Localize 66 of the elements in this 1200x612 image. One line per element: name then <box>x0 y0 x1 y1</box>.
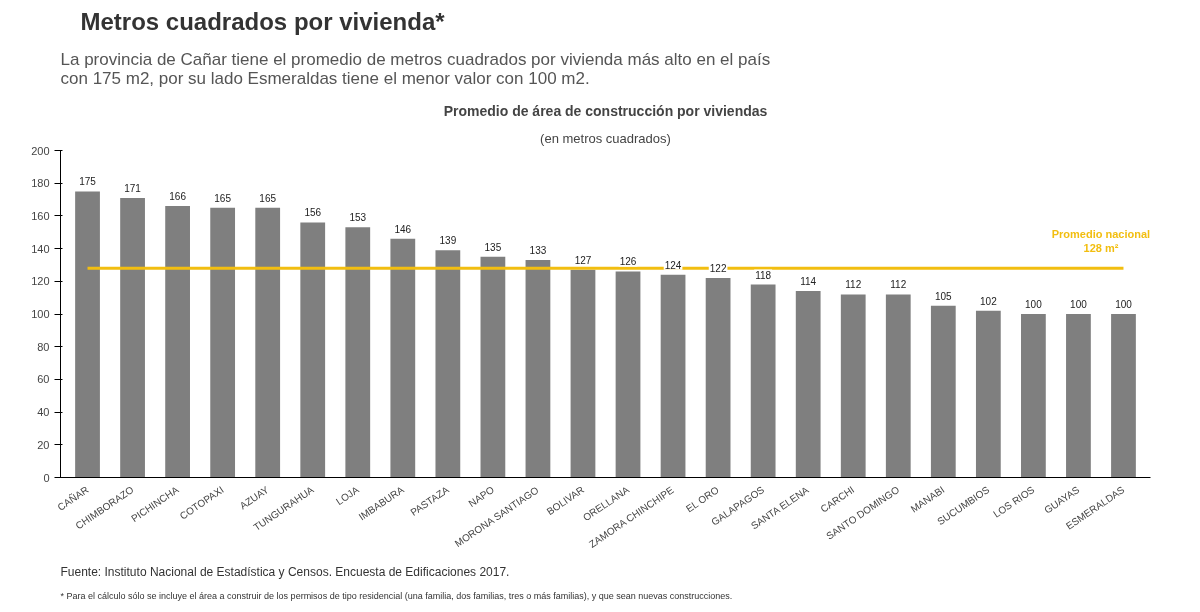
bar <box>840 294 866 478</box>
y-tick-label: 160 <box>31 209 50 222</box>
y-tick-label: 20 <box>37 438 50 451</box>
bar <box>480 256 506 478</box>
bar <box>975 310 1001 478</box>
text: * Para el cálculo sólo se incluye el área a construir de los permisos de tipo residencial (una familia, dos familias, tres o más familias), y que sean nuevas construcciones. <box>60 590 733 601</box>
bar <box>75 191 100 478</box>
data-label: 122 <box>709 263 727 275</box>
y-tick-label: 100 <box>31 308 50 320</box>
data-label: 126 <box>619 256 637 268</box>
data-label: 112 <box>890 279 907 291</box>
bar <box>1111 314 1136 478</box>
data-label: 166 <box>169 191 187 203</box>
bar <box>345 227 371 478</box>
data-label: 118 <box>755 269 772 281</box>
data-label: 105 <box>934 290 953 302</box>
chart-subtitle: La provincia de Cañar tiene el promedio de metros cuadrados por vivienda más alto en el país con 175 m2, por su lado Esmeraldas tiene el menor valor con 100 m2. <box>60 49 771 88</box>
data-label: 153 <box>349 212 367 224</box>
y-tick-label: 120 <box>31 275 50 288</box>
data-label: 146 <box>394 223 412 235</box>
data-label: 165 <box>259 192 277 204</box>
y-tick-label: 200 <box>31 144 50 157</box>
source-note: Fuente: Instituto Nacional de Estadística y Censos. Encuesta de Edificaciones 2017. <box>60 564 510 579</box>
bar <box>120 197 145 478</box>
data-label: 112 <box>845 279 862 291</box>
data-label: 175 <box>79 176 97 188</box>
data-label: 100 <box>1070 299 1088 310</box>
data-label: 127 <box>574 254 592 266</box>
data-label: 102 <box>980 295 998 307</box>
data-label: 133 <box>529 245 547 257</box>
chart-title: Metros cuadrados por vivienda* <box>80 7 446 35</box>
bar <box>1066 314 1091 478</box>
bar <box>390 238 416 478</box>
ref-line-label: Promedio nacional 128 m² <box>1051 227 1151 255</box>
bar <box>165 206 190 478</box>
data-label: 135 <box>484 241 502 253</box>
data-label: 124 <box>664 259 682 271</box>
y-tick-label: 180 <box>31 177 50 190</box>
bar <box>615 271 641 478</box>
bar <box>300 222 326 478</box>
y-tick-label: 80 <box>37 340 50 353</box>
bar <box>750 284 776 478</box>
bar <box>705 278 731 478</box>
bar <box>930 305 956 478</box>
data-label: 156 <box>304 207 322 219</box>
bar <box>1021 314 1046 478</box>
bar <box>525 260 551 478</box>
text: (en metros cuadrados) <box>540 130 671 146</box>
bar <box>435 250 461 478</box>
bar <box>570 269 596 478</box>
data-label: 171 <box>124 182 142 194</box>
data-label: 100 <box>1115 299 1133 310</box>
y-tick-label: 0 <box>43 471 50 484</box>
data-label: 139 <box>439 235 457 247</box>
bar <box>255 207 281 478</box>
bar <box>795 291 821 478</box>
y-tick-label: 140 <box>31 242 50 255</box>
y-tick-label: 60 <box>37 373 50 386</box>
data-label: 100 <box>1025 299 1043 310</box>
data-label: 165 <box>214 192 232 204</box>
text: Promedio de área de construcción por viviendas <box>443 102 768 119</box>
data-label: 114 <box>800 276 817 288</box>
bar <box>885 294 911 478</box>
y-tick-label: 40 <box>37 406 50 419</box>
bar <box>210 207 236 478</box>
bar <box>660 274 686 478</box>
